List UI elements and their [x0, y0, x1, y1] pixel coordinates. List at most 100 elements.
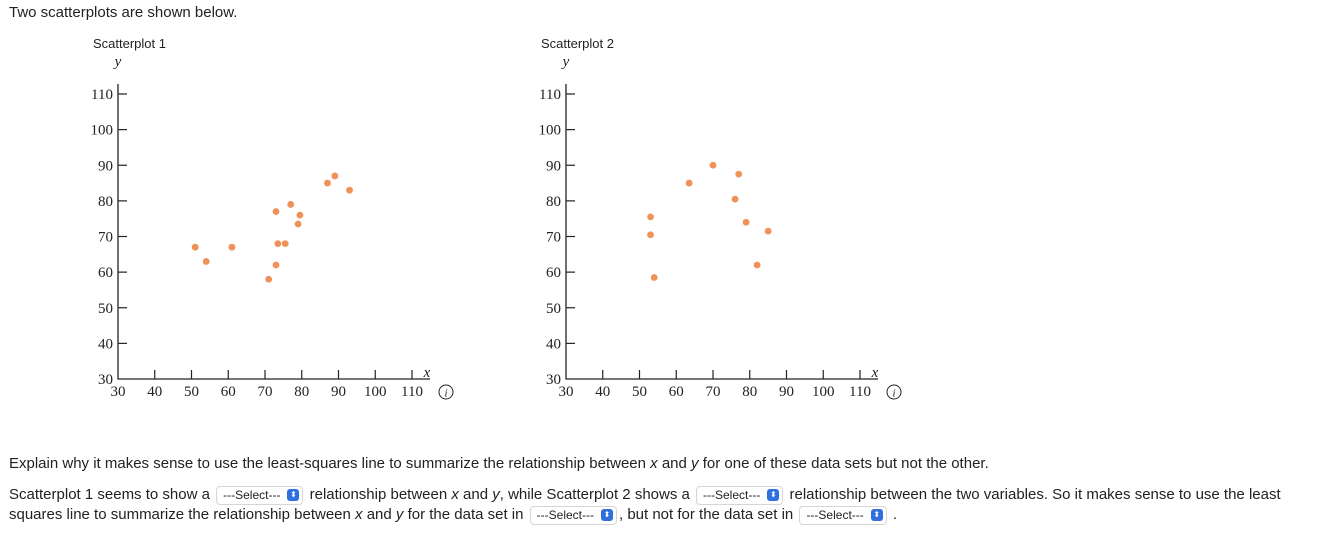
y-tick-label: 70 — [546, 230, 561, 246]
data-point — [647, 213, 654, 221]
x-axis-label: x — [871, 365, 879, 381]
relationship-2-select[interactable]: ---Select--- ⬍ — [696, 485, 784, 505]
x-tick-label: 40 — [595, 384, 610, 400]
y-tick-label: 50 — [546, 301, 561, 317]
data-point — [764, 227, 772, 235]
data-point — [647, 231, 654, 239]
select-label: ---Select--- — [536, 508, 594, 523]
x-tick-label: 80 — [294, 384, 309, 400]
x-tick-label: 40 — [147, 384, 162, 400]
x-tick-label: 70 — [706, 384, 721, 400]
chart-title: Scatterplot 2 — [541, 36, 614, 51]
info-icon-glyph: i — [444, 388, 447, 400]
data-point — [346, 186, 353, 194]
y-tick-label: 110 — [539, 87, 561, 103]
x-tick-label: 100 — [364, 384, 387, 400]
info-icon-glyph: i — [892, 388, 895, 400]
x-tick-label: 100 — [812, 384, 835, 400]
scatterplot-1: Scatterplot 1 y x 30 40 50 60 70 80 90 100 110 30 40 5… — [80, 30, 480, 415]
data-point — [731, 195, 739, 203]
answer-text: and — [362, 506, 396, 523]
y-tick-label: 80 — [98, 194, 113, 210]
answer-text: . — [888, 506, 898, 523]
var-y: y — [691, 455, 699, 472]
data-point — [709, 161, 717, 169]
chevron-updown-icon: ⬍ — [287, 489, 300, 502]
data-point — [202, 258, 210, 265]
var-x: x — [451, 486, 459, 503]
data-point — [685, 179, 693, 187]
select-label: ---Select--- — [806, 508, 864, 523]
y-tick-label: 30 — [98, 372, 113, 388]
x-tick-label: 50 — [184, 384, 199, 400]
y-tick-label: 60 — [546, 265, 561, 281]
answer-paragraph: Scatterplot 1 seems to show a ---Select-… — [9, 485, 1309, 525]
y-tick-label: 40 — [546, 336, 561, 352]
data-point — [735, 170, 743, 178]
data-point — [272, 208, 280, 215]
y-tick-label: 90 — [546, 158, 561, 174]
dataset-select-2[interactable]: ---Select--- ⬍ — [799, 505, 887, 525]
y-axis-label: y — [113, 54, 122, 70]
relationship-1-select[interactable]: ---Select--- ⬍ — [216, 485, 304, 505]
data-point — [650, 274, 658, 281]
answer-text: for the data set in — [403, 506, 528, 523]
x-tick-label: 110 — [401, 384, 423, 400]
y-tick-label: 80 — [546, 194, 561, 210]
answer-text: relationship between — [305, 486, 452, 503]
x-tick-label: 90 — [779, 384, 794, 400]
x-axis-label: x — [423, 365, 431, 381]
var-x: x — [650, 455, 658, 472]
data-point — [191, 243, 199, 251]
chart-title: Scatterplot 1 — [93, 36, 166, 51]
data-point — [296, 211, 304, 219]
answer-text: and — [458, 486, 493, 503]
y-tick-label: 110 — [91, 87, 113, 103]
data-point — [324, 179, 331, 187]
data-point — [742, 218, 750, 226]
data-point — [228, 243, 236, 251]
data-point — [274, 240, 282, 248]
question-part: and — [657, 455, 692, 472]
question-part: for one of these data sets but not the o… — [698, 455, 989, 472]
select-label: ---Select--- — [223, 488, 281, 503]
dataset-select-1[interactable]: ---Select--- ⬍ — [529, 505, 617, 525]
y-axis-label: y — [561, 54, 570, 70]
x-tick-label: 60 — [221, 384, 236, 400]
x-tick-label: 110 — [849, 384, 871, 400]
answer-text: Scatterplot 1 seems to show a — [9, 486, 215, 503]
y-tick-label: 70 — [98, 230, 113, 246]
data-point — [265, 275, 273, 283]
var-y: y — [395, 506, 404, 523]
data-point — [331, 172, 339, 180]
data-point — [294, 220, 302, 228]
chevron-updown-icon: ⬍ — [600, 509, 613, 522]
data-point — [272, 261, 280, 269]
answer-text: , while Scatterplot 2 shows a — [499, 486, 695, 503]
chevron-updown-icon: ⬍ — [767, 489, 780, 502]
scatterplot-2: Scatterplot 2 y x 30 40 50 60 70 80 90 100 110 30 40 5… — [528, 30, 928, 415]
answer-text: relationship between the two variables. … — [9, 486, 1281, 523]
x-tick-label: 50 — [632, 384, 647, 400]
y-tick-label: 90 — [98, 158, 113, 174]
data-point — [281, 240, 289, 248]
scatterplot-1-svg: Scatterplot 1 y x 30 40 50 60 70 80 90 100 110 30 40 5… — [91, 36, 454, 400]
info-icon — [886, 384, 902, 400]
answer-text: , but not for the data set in — [618, 506, 798, 523]
y-tick-label: 100 — [539, 123, 562, 139]
y-tick-label: 60 — [98, 265, 113, 281]
info-icon — [438, 384, 454, 400]
x-tick-label: 60 — [669, 384, 684, 400]
x-tick-label: 90 — [331, 384, 346, 400]
data-point — [753, 261, 761, 269]
x-tick-label: 30 — [559, 384, 574, 400]
scatterplot-2-svg: Scatterplot 2 y x 30 40 50 60 70 80 90 100 110 30 40 5… — [539, 36, 902, 400]
y-tick-label: 30 — [546, 372, 561, 388]
y-tick-label: 100 — [91, 123, 114, 139]
chevron-updown-icon: ⬍ — [870, 509, 883, 522]
y-tick-label: 40 — [98, 336, 113, 352]
x-tick-label: 80 — [742, 384, 757, 400]
var-x: x — [355, 506, 363, 523]
select-label: ---Select--- — [703, 488, 761, 503]
question-text: Explain why it makes sense to use the le… — [9, 455, 989, 472]
